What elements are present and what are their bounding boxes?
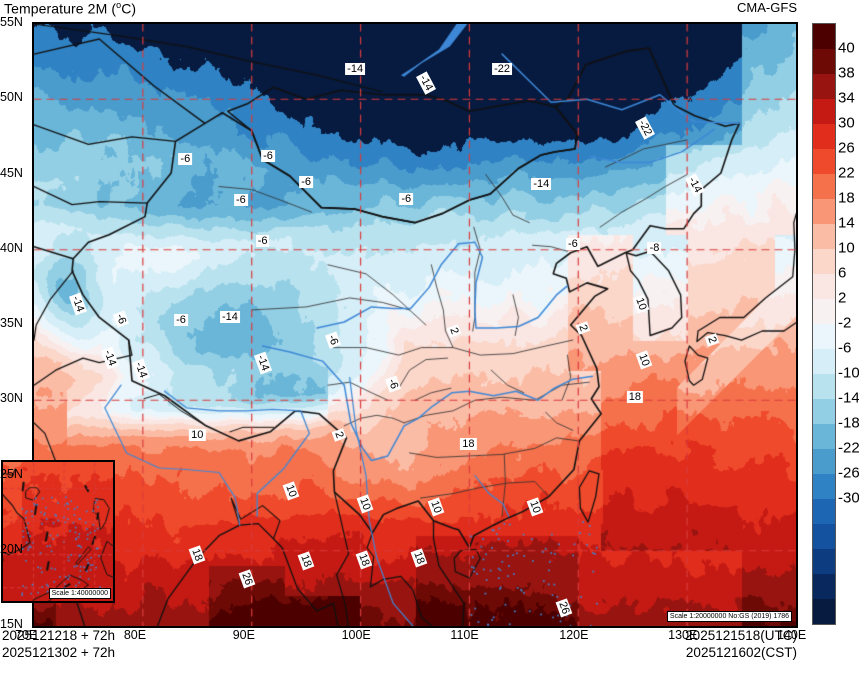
contour-label: 18 [626,391,644,404]
lat-tick-45N: 45N [0,165,23,180]
map-borders-overlay-canvas [34,24,796,626]
colorbar-tick-neg30: -30 [838,489,859,507]
lat-tick-30N: 30N [0,391,23,406]
colorbar-segment [813,99,835,124]
colorbar-segment [813,199,835,224]
contour-label: 18 [460,437,477,450]
footer-valid-time-utc: 2025121518(UTC) [685,628,797,643]
colorbar-segment [813,49,835,74]
main-scale-note: Scale 1:20000000 No:GS (2019) 1786 [666,611,792,622]
lon-tick-80E: 80E [123,628,147,642]
lat-tick-15N: 15N [0,617,23,631]
lat-tick-40N: 40N [0,240,23,255]
colorbar-segment [813,424,835,449]
lat-tick-25N: 25N [0,466,23,481]
degree-symbol: o [116,0,122,10]
colorbar-tick-neg10: -10 [838,364,859,382]
colorbar-tick-2: 2 [838,289,847,307]
page-title-unit: C) [121,0,137,17]
map-plot-area[interactable]: -14 -14 -22 -22 -14 -14 -6 -6 -6 -6 -6 -6 -6 -8 -14 -6-… [32,22,798,628]
colorbar-tick-26: 26 [838,139,855,157]
contour-label: -22 [492,63,513,76]
lon-tick-140E: 140E [777,628,807,642]
colorbar-tick-18: 18 [838,189,855,207]
contour-label: -6 [261,150,275,163]
lat-tick-50N: 50N [0,90,23,105]
colorbar-segment [813,324,835,349]
lon-tick-90E: 90E [232,628,255,642]
colorbar-tick-40: 40 [838,39,855,57]
contour-label: -6 [299,176,314,189]
page-title: Temperature 2M (oC) [4,0,136,17]
contour-label: 10 [189,428,206,441]
colorbar-segment [813,499,835,524]
contour-label: -8 [647,242,662,255]
lat-tick-55N: 55N [0,15,23,29]
colorbar-segment [813,524,835,549]
colorbar-tick-neg6: -6 [838,339,852,357]
colorbar-tick-neg18: -18 [838,414,859,432]
contour-label: -6 [178,153,193,166]
colorbar-tick-30: 30 [838,114,855,132]
contour-label: -6 [233,194,248,207]
colorbar-segment [813,399,835,424]
colorbar-segment [813,374,835,399]
contour-label: -6 [565,237,580,250]
footer-init-time-utc: 2025121218 + 72h [2,628,115,643]
colorbar-tick-neg2: -2 [838,314,852,332]
colorbar-tick-22: 22 [838,164,855,182]
lat-tick-20N: 20N [0,541,23,556]
colorbar-segment [813,249,835,274]
colorbar-segment [813,449,835,474]
contour-label: -14 [345,63,366,76]
colorbar-tick-neg22: -22 [838,439,859,457]
page-title-text: Temperature 2M ( [4,0,117,17]
colorbar-segment [813,174,835,199]
colorbar-segment [813,574,835,599]
footer-init-time-cst: 2025121302 + 72h [2,645,115,660]
colorbar-segment [813,149,835,174]
colorbar-tick-34: 34 [838,89,855,107]
colorbar-tick-10: 10 [838,239,855,257]
colorbar-tick-14: 14 [838,214,855,232]
colorbar-segment [813,24,835,49]
colorbar-segment [813,349,835,374]
contour-label: -14 [219,311,240,324]
colorbar-segment [813,274,835,299]
colorbar[interactable] [812,23,836,625]
colorbar-segment [813,599,835,624]
colorbar-tick-38: 38 [838,64,855,82]
contour-label: -14 [531,177,552,190]
colorbar-segment [813,74,835,99]
colorbar-tick-neg26: -26 [838,464,859,482]
contour-label: -6 [255,234,270,247]
colorbar-segment [813,549,835,574]
colorbar-segment [813,474,835,499]
colorbar-segment [813,299,835,324]
south-china-sea-inset-map[interactable]: Scale 1:40000000 [1,460,115,603]
contour-label: -6 [399,192,414,205]
lat-tick-35N: 35N [0,316,23,330]
model-label: CMA-GFS [737,0,797,15]
lon-tick-130E: 130E [668,628,698,642]
map-canvas-wrap [34,24,796,626]
colorbar-segment [813,124,835,149]
inset-field-canvas [3,462,113,601]
colorbar-tick-neg14: -14 [838,389,859,407]
colorbar-segment [813,224,835,249]
contour-label: -6 [174,314,188,327]
lon-tick-120E: 120E [559,628,589,642]
footer-valid-time-cst: 2025121602(CST) [685,645,797,660]
lon-tick-110E: 110E [450,628,479,642]
lon-tick-70E: 70E [15,628,38,642]
lon-tick-100E: 100E [341,628,371,642]
colorbar-tick-6: 6 [838,264,847,282]
inset-scale-note: Scale 1:40000000 [48,588,111,599]
